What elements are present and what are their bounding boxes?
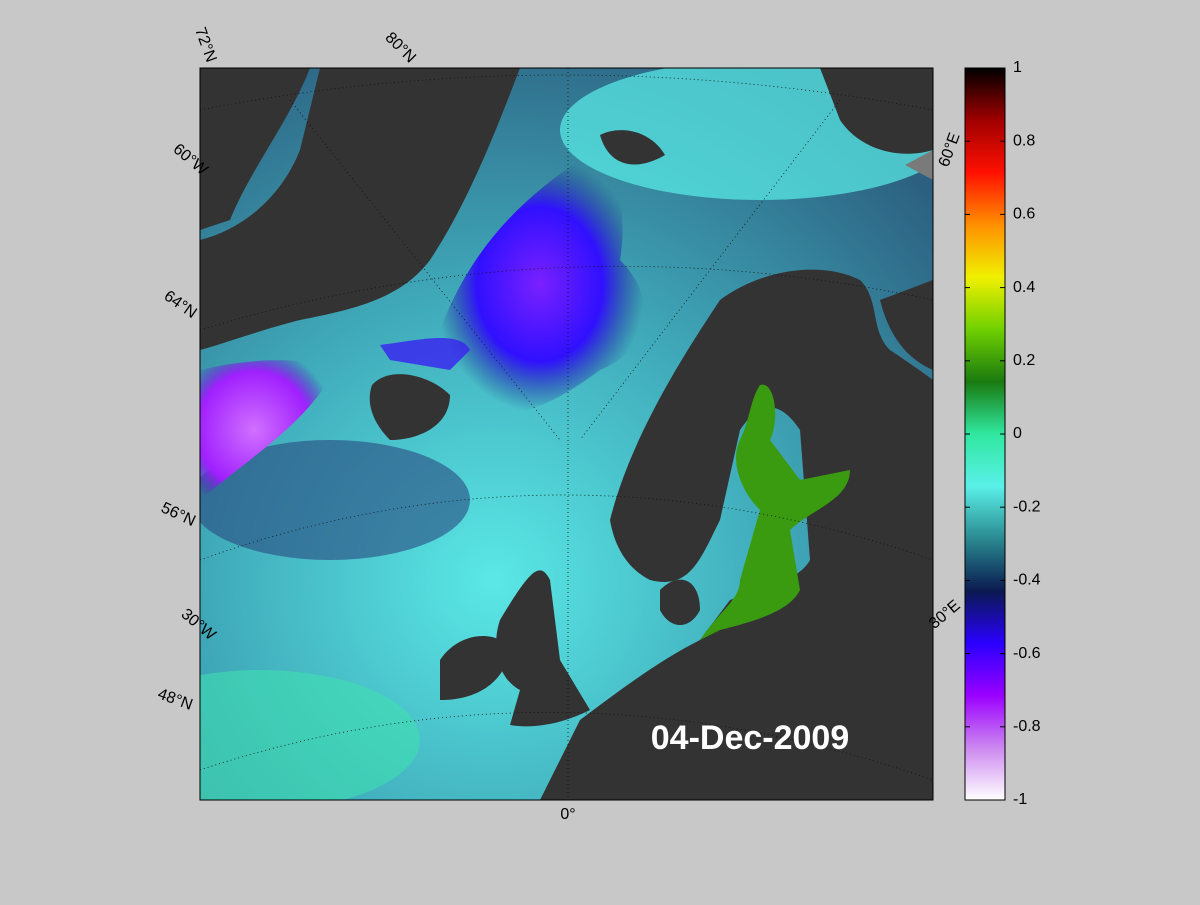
labrador-anomaly bbox=[200, 360, 335, 500]
baltic-sea bbox=[700, 384, 850, 640]
graticule-label: 80°N bbox=[382, 29, 419, 66]
colorbar-tick-label: -0.6 bbox=[1013, 645, 1041, 662]
map-frame bbox=[199, 67, 934, 801]
colorbar-tick-label: 0.2 bbox=[1013, 352, 1035, 369]
colorbar-tick-label: -0.4 bbox=[1013, 572, 1041, 589]
graticule-label: 64°N bbox=[161, 288, 200, 322]
colorbar-tick-label: -0.8 bbox=[1013, 718, 1041, 735]
greenland bbox=[200, 68, 520, 350]
date-label: 04-Dec-2009 bbox=[651, 719, 849, 757]
colorbar-tick-label: 0.8 bbox=[1013, 132, 1035, 149]
ireland bbox=[440, 636, 510, 700]
colorbar-tick-label: 0.6 bbox=[1013, 206, 1035, 223]
iceland bbox=[369, 374, 450, 440]
colorbar-tick-label: 0 bbox=[1013, 425, 1022, 442]
blue-strip bbox=[380, 338, 470, 370]
graticule-label: 0° bbox=[560, 806, 575, 823]
baffin-land bbox=[200, 68, 310, 230]
graticule-label: 72°N bbox=[191, 25, 219, 64]
map bbox=[200, 68, 933, 800]
svalbard bbox=[600, 130, 665, 165]
kola bbox=[880, 280, 933, 370]
colorbar-tick-label: 0.4 bbox=[1013, 279, 1035, 296]
graticule-label: 60°E bbox=[936, 131, 964, 170]
warm-anomaly bbox=[200, 670, 420, 800]
novaya-zemlya bbox=[820, 68, 933, 154]
great-britain bbox=[496, 570, 590, 727]
colorbar-tick-label: -1 bbox=[1013, 791, 1027, 808]
cold-anomaly bbox=[200, 440, 470, 560]
colorbar-tick-label: 1 bbox=[1013, 59, 1022, 76]
graticule-label: 56°N bbox=[158, 499, 198, 530]
norwegian-sea-anomaly bbox=[434, 156, 645, 413]
denmark bbox=[660, 579, 700, 625]
ice bbox=[905, 150, 933, 180]
scandinavia-europe bbox=[540, 269, 933, 800]
graticule-label: 48°N bbox=[155, 686, 194, 714]
colorbar bbox=[964, 67, 1006, 801]
colorbar-tick-label: -0.2 bbox=[1013, 498, 1041, 515]
